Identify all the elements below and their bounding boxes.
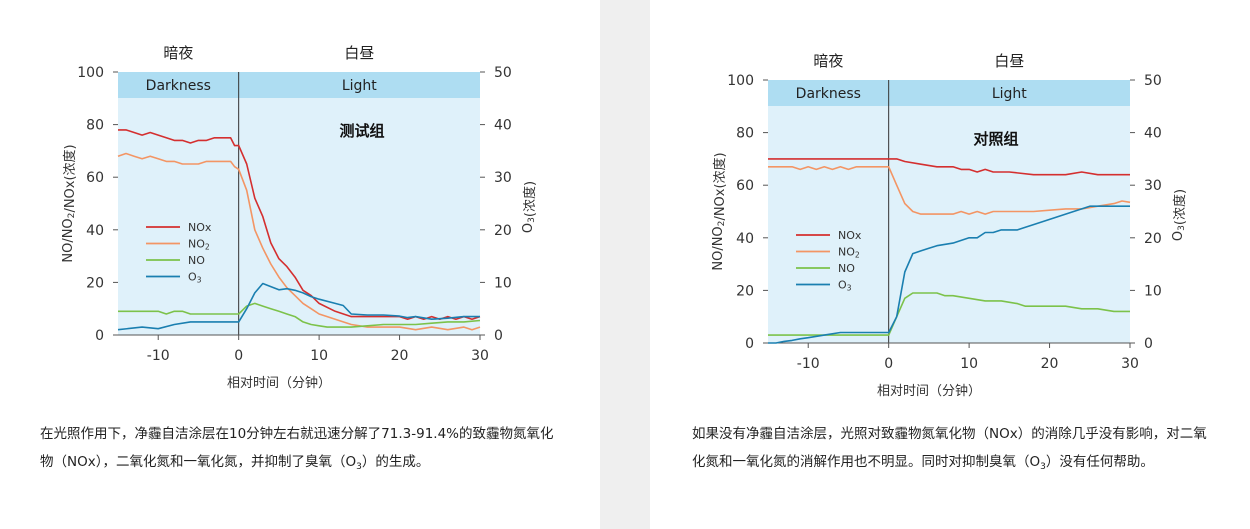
x-tick-label: 30 [1121, 356, 1139, 372]
light-band [768, 80, 1130, 106]
y-tick-label: 0 [95, 328, 104, 344]
y2-axis-title: O3(浓度) [1171, 189, 1188, 241]
caption-text-end: ）没有任何帮助。 [1045, 454, 1154, 470]
series-line-nox [768, 158, 1130, 176]
y-tick-label: 0 [745, 336, 754, 352]
x-tick-label: 10 [310, 348, 328, 364]
y-tick-label: 40 [86, 223, 104, 239]
plot-area [768, 80, 1130, 343]
period-label-night: 暗夜 [163, 44, 193, 62]
x-tick-label: 10 [960, 356, 978, 372]
x-tick-label: 0 [884, 356, 893, 372]
y2-tick-label: 50 [1144, 73, 1162, 89]
y-tick-label: 40 [736, 231, 754, 247]
light-band [118, 72, 480, 98]
period-label-day: 白昼 [344, 44, 374, 62]
y-tick-label: 100 [77, 65, 104, 81]
x-tick-label: -10 [147, 348, 170, 364]
y2-tick-label: 20 [494, 223, 512, 239]
caption-text: 如果没有净霾自洁涂层，光照对致霾物氮氧化物（NOx）的消除几乎没有影响，对二氧化… [692, 426, 1207, 470]
y2-tick-label: 10 [494, 275, 512, 291]
y-tick-label: 60 [86, 170, 104, 186]
x-axis-title: 相对时间（分钟） [227, 375, 331, 391]
y2-tick-label: 50 [494, 65, 512, 81]
period-label-day: 白昼 [994, 52, 1024, 70]
y2-tick-label: 40 [1144, 126, 1162, 142]
y-tick-label: 80 [736, 126, 754, 142]
legend-label-no2: NO2 [838, 246, 860, 260]
series-line-o3 [768, 205, 1130, 344]
series-line-o3 [117, 282, 480, 331]
y2-tick-label: 30 [494, 170, 512, 186]
caption-text: 在光照作用下，净霾自洁涂层在10分钟左右就迅速分解了71.3-91.4%的致霾物… [40, 426, 554, 470]
group-title: 对照组 [973, 130, 1018, 148]
x-tick-label: 20 [1041, 356, 1059, 372]
y-tick-label: 60 [736, 178, 754, 194]
x-tick-label: -10 [797, 356, 820, 372]
panel-test-group: 暗夜 白昼 Darkness Light 0 20 40 60 80 100 0 10 20 30 40 50… [0, 0, 600, 529]
x-tick-label: 30 [471, 348, 489, 364]
band-label-darkness: Darkness [796, 86, 861, 102]
y-tick-label: 80 [86, 118, 104, 134]
y2-tick-label: 0 [1144, 336, 1153, 352]
legend-label-no: NO [838, 262, 855, 275]
y-tick-label: 20 [86, 275, 104, 291]
series-line-no [118, 302, 481, 328]
legend-label-no2: NO2 [188, 238, 210, 252]
caption-text-end: ）的生成。 [361, 454, 430, 470]
legend-label-no: NO [188, 254, 205, 267]
band-label-light: Light [342, 78, 377, 94]
caption-subscript: 3 [356, 462, 362, 472]
band-label-light: Light [992, 86, 1027, 102]
y-tick-label: 20 [736, 283, 754, 299]
y2-tick-label: 30 [1144, 178, 1162, 194]
plot-area [118, 72, 480, 335]
y2-tick-label: 10 [1144, 283, 1162, 299]
y-tick-label: 100 [727, 73, 754, 89]
legend-label-o3: O3 [188, 271, 202, 285]
x-tick-label: 0 [234, 348, 243, 364]
period-label-night: 暗夜 [813, 52, 843, 70]
series-line-no2 [117, 152, 481, 331]
y-axis-title: NO/NO2/NOx(浓度) [711, 152, 728, 270]
legend-label-nox: NOx [838, 229, 862, 242]
band-label-darkness: Darkness [146, 78, 211, 94]
y-axis-title: NO/NO2/NOx(浓度) [61, 144, 78, 262]
y2-tick-label: 0 [494, 328, 503, 344]
legend-label-o3: O3 [838, 279, 852, 293]
y2-axis-title: O3(浓度) [521, 181, 538, 233]
panel-control-group: 暗夜 白昼 Darkness Light 0 20 40 60 80 100 0 10 20 30 40 50… [650, 0, 1250, 529]
group-title: 测试组 [339, 122, 384, 140]
y2-tick-label: 20 [1144, 231, 1162, 247]
x-axis-title: 相对时间（分钟） [877, 383, 981, 399]
caption-control-group: 如果没有净霾自洁涂层，光照对致霾物氮氧化物（NOx）的消除几乎没有影响，对二氧化… [692, 420, 1212, 481]
caption-subscript: 3 [1040, 462, 1046, 472]
y2-tick-label: 40 [494, 118, 512, 134]
caption-test-group: 在光照作用下，净霾自洁涂层在10分钟左右就迅速分解了71.3-91.4%的致霾物… [40, 420, 565, 481]
series-line-no2 [768, 166, 1131, 215]
x-tick-label: 20 [391, 348, 409, 364]
legend-label-nox: NOx [188, 221, 212, 234]
